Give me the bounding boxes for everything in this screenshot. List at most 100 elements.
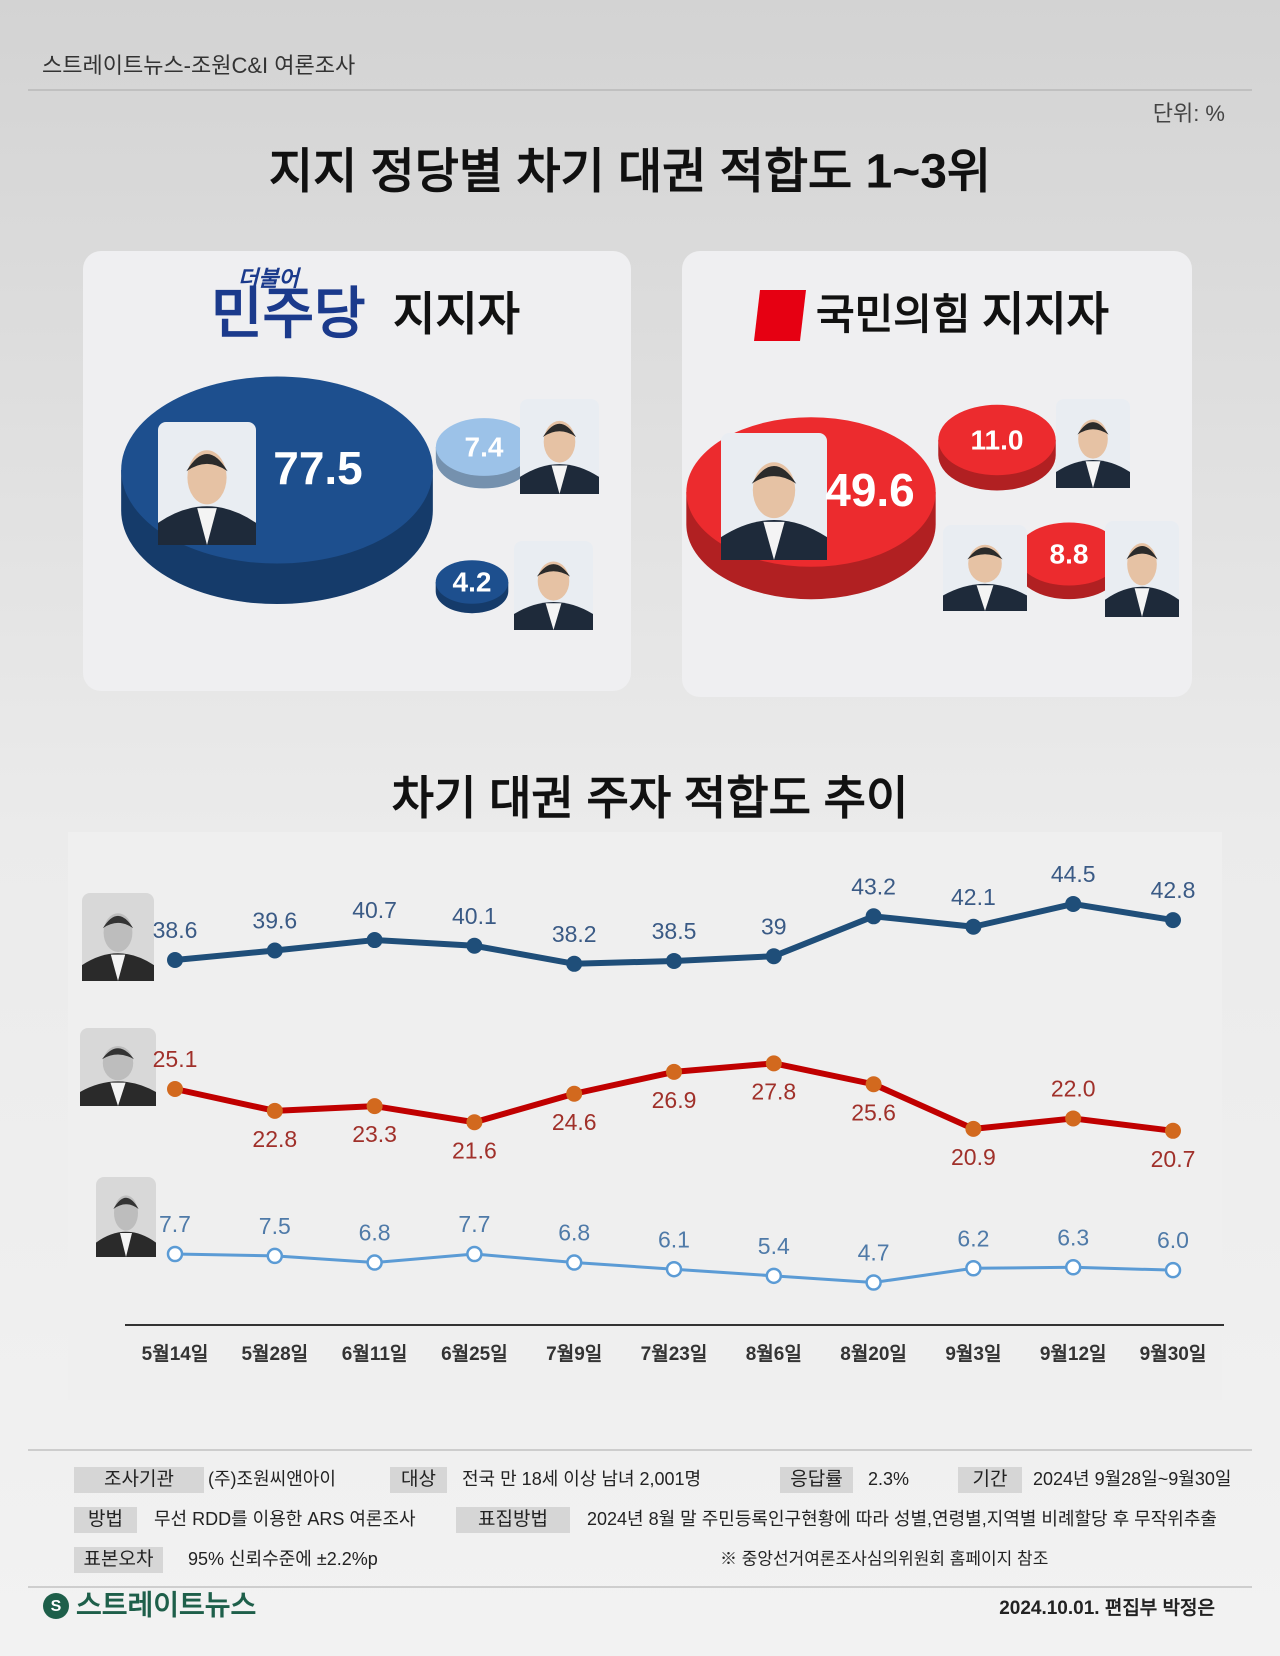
value-label: 39: [761, 913, 787, 939]
party-name: 민주당: [211, 282, 366, 345]
value-label: 42.1: [951, 884, 996, 910]
value-label: 6.0: [1157, 1227, 1189, 1253]
marker: [765, 1055, 782, 1072]
value-label: 6.3: [1057, 1224, 1089, 1250]
value-label: 7.7: [159, 1211, 191, 1237]
info-text: 2024년 8월 말 주민등록인구현황에 따라 성별,연령별,지역별 비례할당 …: [587, 1509, 1217, 1529]
marker: [167, 952, 183, 968]
value-label: 8.8: [1050, 538, 1089, 569]
info-label-box: [74, 1547, 163, 1573]
value-label: 22.0: [1051, 1076, 1096, 1102]
marker: [566, 955, 583, 972]
marker: [965, 918, 982, 935]
value-label: 7.5: [259, 1213, 291, 1239]
portrait: [80, 1028, 156, 1106]
info-text: 2.3%: [868, 1469, 909, 1489]
value-label: 7.4: [465, 431, 504, 462]
portrait: [82, 893, 154, 981]
value-label: 38.6: [153, 917, 198, 943]
info-text: (주)조원씨앤아이: [208, 1469, 336, 1489]
logo-mark-letter: S: [51, 1598, 62, 1615]
value-label: 42.8: [1151, 877, 1196, 903]
value-label: 4.7: [858, 1240, 890, 1266]
info-label: 표집방법: [478, 1508, 548, 1530]
x-tick-label: 8월6일: [746, 1343, 802, 1365]
bubble: [938, 404, 1056, 476]
x-tick-label: 8월20일: [840, 1343, 907, 1365]
footer-note: ※ 중앙선거여론조사심의위원회 홈페이지 참조: [720, 1549, 1048, 1568]
portrait-shirt: [110, 1082, 126, 1106]
info-label: 대상: [401, 1468, 436, 1490]
portrait-shirt: [763, 521, 785, 560]
x-tick-label: 7월9일: [546, 1343, 602, 1365]
x-tick-label: 9월3일: [945, 1343, 1001, 1365]
panel-title: 지지자: [982, 288, 1109, 340]
value-label: 25.6: [851, 1099, 896, 1125]
marker: [666, 1063, 682, 1080]
info-text: 2024년 9월28일~9월30일: [1033, 1469, 1231, 1489]
info-label: 응답률: [790, 1468, 842, 1490]
info-label-box: [780, 1467, 853, 1493]
x-tick-label: 9월30일: [1140, 1343, 1207, 1365]
value-label: 21.6: [452, 1137, 497, 1163]
portrait-hair: [536, 564, 571, 577]
portrait-hair: [102, 915, 134, 929]
value-label: 6.8: [359, 1220, 391, 1246]
x-tick-label: 5월28일: [241, 1343, 308, 1365]
plot-area: [68, 832, 1222, 1400]
value-label: 25.1: [153, 1046, 198, 1072]
portrait-shirt: [110, 954, 126, 981]
value-label: 7.7: [458, 1211, 490, 1237]
marker: [1165, 912, 1181, 929]
value-label: 27.8: [751, 1078, 796, 1104]
value-label: 44.5: [1051, 861, 1096, 887]
x-tick-label: 5월14일: [142, 1343, 209, 1365]
marker: [466, 1245, 483, 1263]
value-label: 5.4: [758, 1233, 790, 1259]
value-label: 39.6: [252, 908, 297, 934]
marker: [765, 1267, 783, 1285]
value-label: 11.0: [971, 424, 1024, 455]
info-text: 무선 RDD를 이용한 ARS 여론조사: [154, 1509, 416, 1529]
portrait: [96, 1177, 156, 1257]
value-label: 77.5: [273, 442, 363, 494]
info-label: 방법: [88, 1508, 123, 1530]
marker: [965, 1260, 982, 1277]
portrait-hair: [186, 453, 228, 472]
marker: [166, 1245, 184, 1263]
portrait: [514, 541, 593, 630]
marker: [965, 1120, 982, 1137]
value-label: 49.6: [825, 464, 915, 516]
portrait-hair: [542, 423, 577, 437]
marker: [566, 1085, 583, 1102]
portrait: [520, 399, 599, 494]
info-label-box: [74, 1507, 137, 1533]
party-name: 국민의힘: [816, 291, 971, 338]
marker: [665, 1260, 683, 1278]
chart-title: 차기 대권 주자 적합도 추이: [392, 772, 909, 824]
value-label: 22.8: [252, 1126, 297, 1152]
portrait-hair: [102, 1048, 134, 1060]
info-label-box: [456, 1507, 570, 1533]
x-tick-label: 6월11일: [342, 1343, 408, 1365]
info-label-box: [74, 1467, 204, 1493]
portrait-shirt: [1134, 588, 1150, 617]
x-tick-label: 7월23일: [641, 1343, 708, 1365]
value-label: 6.2: [957, 1225, 989, 1251]
marker: [366, 932, 383, 949]
portrait-hair: [113, 1197, 139, 1209]
marker: [565, 1254, 583, 1271]
portrait-shirt: [551, 465, 568, 494]
marker: [366, 1098, 383, 1115]
marker: [666, 952, 682, 969]
value-label: 23.3: [352, 1121, 397, 1147]
marker: [466, 937, 483, 954]
source: 스트레이트뉴스-조원C&I 여론조사: [42, 53, 355, 78]
bubble: [1016, 522, 1122, 586]
portrait-shirt: [197, 508, 217, 545]
value-label: 6.1: [658, 1226, 690, 1252]
logo-mark: [43, 1593, 69, 1619]
marker: [1065, 895, 1082, 912]
marker: [865, 1274, 882, 1291]
